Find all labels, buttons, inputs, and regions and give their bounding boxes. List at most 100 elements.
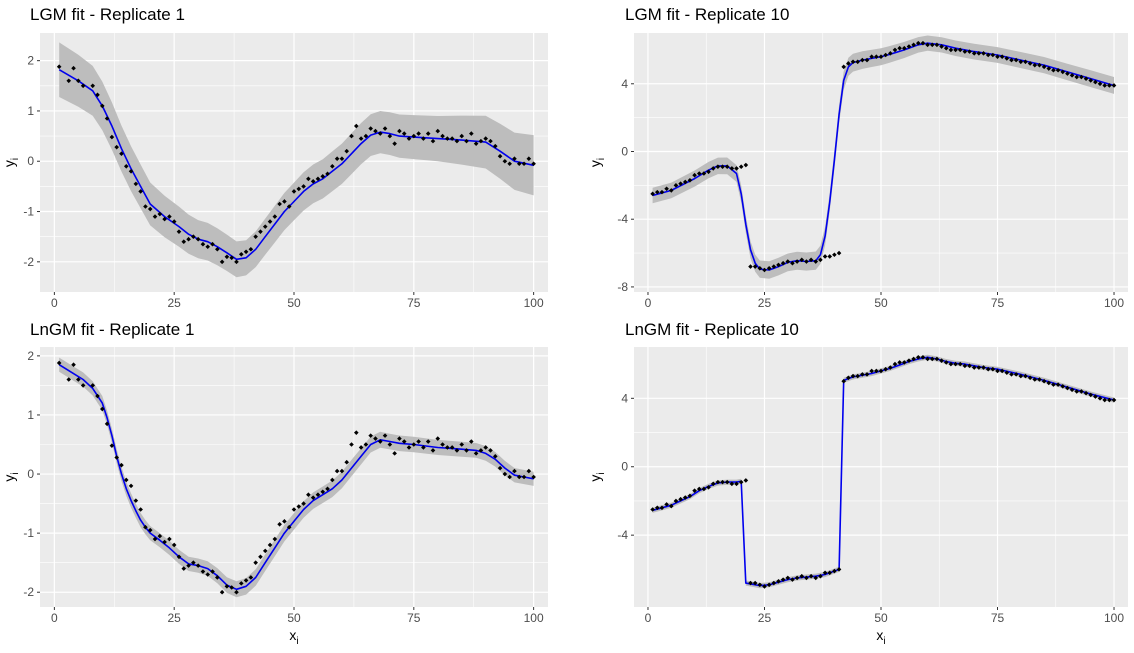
data-point (738, 164, 744, 170)
data-point (738, 479, 744, 485)
panel-lgm-rep10: LGM fit - Replicate 10 0 25 50 75 100 -8 -4 0 4 y… (587, 5, 1128, 310)
data-point (152, 536, 158, 542)
data-point (841, 64, 847, 70)
data-point (1046, 380, 1052, 386)
data-point (334, 156, 340, 162)
data-point (162, 216, 167, 222)
data-point (100, 406, 105, 412)
x-tick-label: 0 (645, 296, 652, 310)
data-point (878, 368, 884, 374)
data-point (229, 255, 234, 261)
data-point (320, 174, 326, 179)
data-point (310, 179, 316, 184)
data-point (358, 445, 364, 450)
data-point (981, 365, 986, 370)
data-point (215, 246, 220, 252)
data-point (95, 92, 100, 98)
plot-area: 0 25 50 75 100 -4 0 4 yi xi (587, 347, 1128, 647)
data-point (483, 136, 488, 141)
data-point (425, 131, 431, 136)
data-point (262, 548, 268, 554)
data-point (971, 365, 977, 370)
data-point (976, 51, 982, 56)
data-point (990, 52, 996, 58)
data-point (478, 138, 484, 144)
data-point (999, 368, 1005, 374)
data-point (349, 133, 354, 139)
data-point (392, 141, 397, 146)
y-tick-label: 0 (621, 144, 628, 158)
data-point (277, 201, 282, 207)
data-point (502, 471, 508, 477)
data-point (766, 266, 772, 271)
data-point (100, 103, 105, 109)
data-point (1032, 377, 1038, 382)
y-tick-label: 1 (27, 408, 34, 422)
data-point (176, 554, 182, 560)
data-point (162, 539, 167, 545)
data-point (678, 496, 683, 502)
data-point (238, 251, 244, 257)
x-axis-title: xi (876, 627, 885, 647)
data-point (186, 563, 191, 568)
data-point (939, 44, 944, 49)
data-point (330, 163, 335, 169)
data-point (682, 179, 688, 185)
data-point (995, 368, 1000, 374)
data-point (696, 171, 702, 176)
data-point (215, 575, 220, 580)
data-point (720, 164, 725, 170)
data-point (766, 582, 772, 588)
data-point (387, 442, 393, 447)
data-point (1046, 66, 1052, 71)
data-point (497, 465, 503, 471)
x-tick-label: 50 (287, 296, 301, 310)
data-point (850, 59, 856, 65)
data-point (229, 585, 234, 590)
data-point (967, 49, 972, 54)
y-tick-label: 2 (27, 54, 34, 68)
data-point (1060, 69, 1066, 75)
data-point (272, 536, 278, 542)
data-point (818, 257, 823, 263)
data-point (943, 360, 949, 365)
data-point (90, 83, 96, 89)
data-point (497, 153, 503, 159)
data-point (147, 206, 153, 212)
data-point (344, 459, 350, 465)
data-point (512, 468, 517, 474)
data-point (1107, 83, 1112, 88)
data-point (512, 156, 517, 162)
plot-area: 0 25 50 75 100 -8 -4 0 4 yi (587, 33, 1128, 310)
data-point (507, 474, 512, 480)
data-point (664, 502, 669, 507)
y-axis-title: yi (1, 472, 21, 481)
data-point (1051, 67, 1056, 73)
data-point (181, 566, 187, 571)
data-point (200, 569, 206, 574)
data-point (1027, 61, 1033, 66)
data-point (200, 241, 206, 247)
data-point (790, 260, 795, 266)
data-point (143, 524, 148, 530)
data-point (990, 366, 996, 372)
y-tick-label: 0 (27, 154, 34, 168)
data-point (459, 442, 465, 447)
data-point (967, 363, 972, 369)
data-point (934, 42, 940, 48)
data-point (902, 45, 907, 51)
data-point (948, 47, 954, 53)
data-point (790, 577, 795, 582)
data-point (363, 133, 369, 139)
data-point (794, 575, 800, 581)
data-point (205, 572, 211, 577)
data-point (813, 575, 819, 581)
data-point (1111, 397, 1117, 403)
data-point (80, 83, 86, 89)
data-point (76, 377, 81, 382)
data-point (80, 383, 86, 388)
data-point (373, 436, 378, 441)
data-point (710, 166, 716, 171)
data-point (962, 363, 968, 369)
data-point (655, 189, 660, 195)
